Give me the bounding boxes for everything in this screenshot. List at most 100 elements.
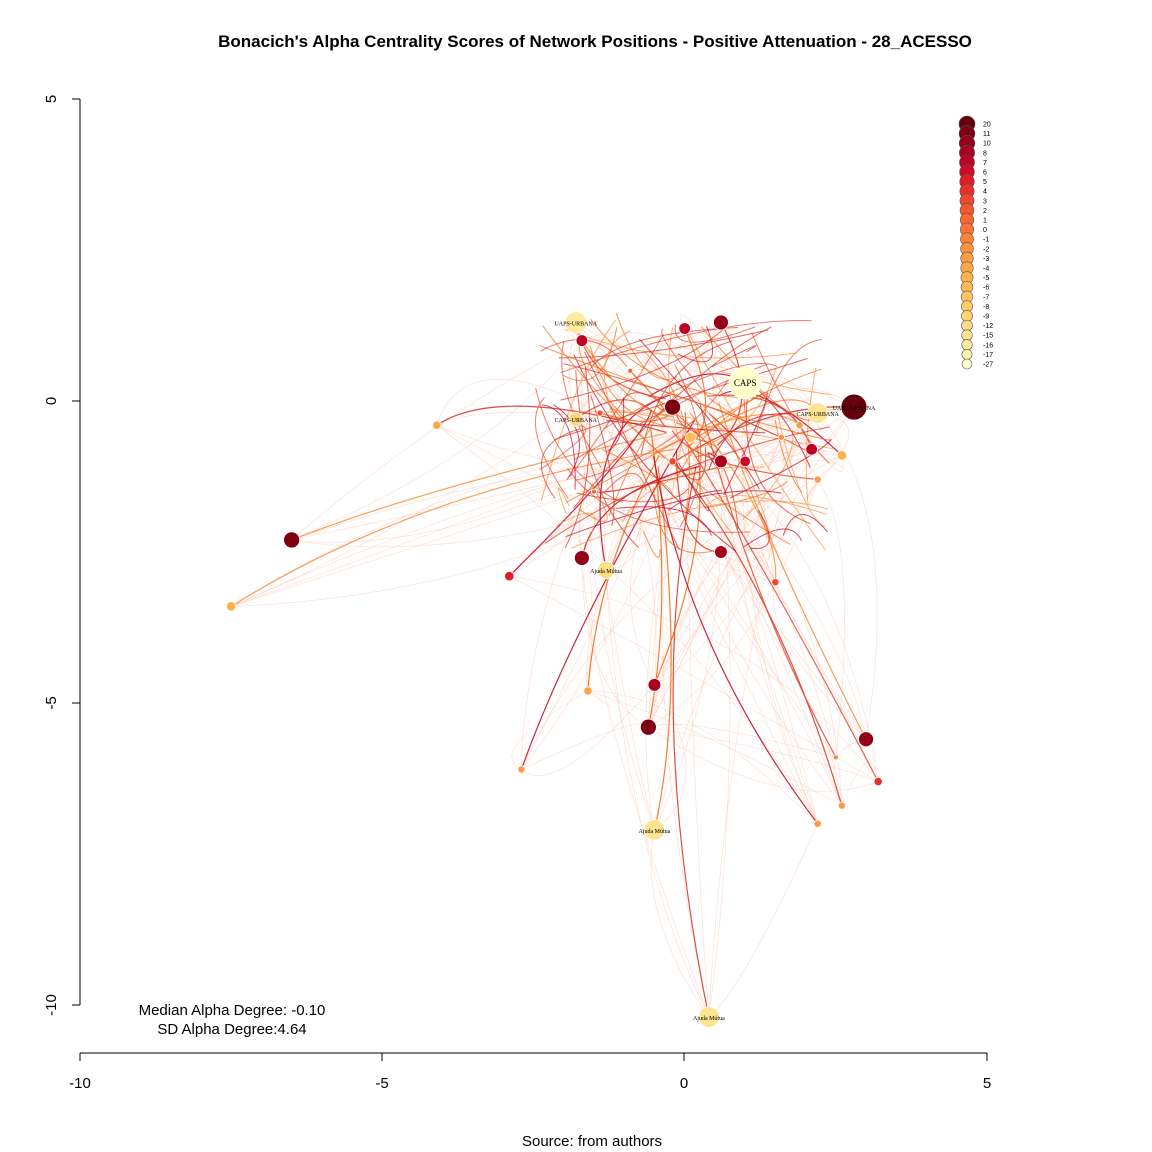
- network-node: [573, 550, 590, 566]
- edge: [606, 420, 766, 434]
- edge: [653, 466, 672, 830]
- edge: [654, 461, 723, 830]
- edge: [689, 412, 777, 583]
- edge: [817, 412, 878, 740]
- source-caption: Source: from authors: [522, 1133, 662, 1150]
- legend: 201110876543210-1-2-3-4-5-6-7-8-9-12-15-…: [958, 115, 993, 370]
- edge: [749, 510, 770, 549]
- edge: [805, 367, 817, 505]
- edge: [654, 449, 812, 686]
- edge: [621, 466, 765, 523]
- network-node: [873, 776, 883, 787]
- edge: [741, 382, 819, 824]
- network-node: [728, 366, 762, 400]
- edge: [534, 397, 569, 500]
- y-tick-label: -5: [43, 696, 60, 709]
- x-axis: -10 -5 0 5: [69, 1052, 991, 1092]
- edge: [668, 327, 734, 535]
- network-node: [685, 431, 697, 443]
- network-node: [714, 545, 728, 559]
- network-node: [777, 433, 785, 441]
- legend-swatch: [961, 348, 973, 360]
- median-annotation: Median Alpha Degree: -0.10: [139, 1002, 326, 1019]
- edge: [586, 406, 673, 691]
- edge: [564, 365, 591, 549]
- edge: [684, 431, 722, 488]
- edge: [745, 389, 811, 525]
- edge: [684, 430, 867, 740]
- edge: [541, 404, 576, 490]
- edge: [677, 325, 714, 363]
- network-node: [575, 334, 589, 347]
- legend-label: -5: [983, 275, 989, 282]
- edge: [700, 326, 814, 422]
- legend-label: 11: [983, 131, 990, 138]
- edge: [640, 340, 733, 455]
- edge: [729, 438, 832, 499]
- edge: [704, 480, 788, 509]
- edge: [593, 466, 720, 493]
- edge: [605, 322, 722, 571]
- y-tick-label: 0: [43, 397, 60, 405]
- network-node: [771, 578, 780, 587]
- edge: [562, 327, 618, 382]
- legend-label: 10: [983, 141, 991, 148]
- edge: [605, 570, 710, 1018]
- network-node: [564, 311, 588, 334]
- network-node: [805, 443, 818, 456]
- edge: [540, 339, 628, 367]
- edge: [578, 484, 608, 522]
- edge: [817, 479, 845, 758]
- edge: [720, 479, 819, 563]
- edge: [436, 424, 812, 476]
- legend-label: -12: [983, 323, 993, 330]
- edge: [648, 479, 818, 728]
- legend-label: -1: [983, 237, 989, 244]
- edge: [436, 424, 818, 824]
- edge: [708, 823, 819, 1018]
- edge: [690, 437, 819, 824]
- edge: [774, 420, 803, 493]
- legend-swatch: [961, 329, 973, 341]
- edge: [799, 424, 844, 472]
- node-label: Ajuda Mútua: [590, 569, 622, 575]
- edge: [587, 690, 612, 708]
- edge: [581, 558, 710, 1018]
- edge: [681, 435, 879, 782]
- edge: [557, 487, 570, 514]
- edge: [677, 322, 722, 432]
- edge: [674, 364, 702, 528]
- edge: [575, 380, 728, 481]
- network-node: [678, 322, 691, 335]
- sd-annotation: SD Alpha Degree:4.64: [157, 1021, 306, 1038]
- edge: [509, 575, 879, 782]
- network-node: [596, 409, 604, 417]
- edge: [521, 684, 655, 776]
- edge: [521, 455, 843, 770]
- edge: [629, 370, 666, 412]
- edge: [565, 490, 782, 538]
- edge: [566, 467, 750, 533]
- edge: [578, 430, 685, 559]
- edge: [576, 488, 689, 503]
- edge: [654, 412, 818, 685]
- edge: [544, 426, 831, 544]
- edge: [521, 370, 631, 770]
- edge: [607, 397, 625, 452]
- legend-label: -15: [983, 333, 993, 340]
- edge: [599, 412, 657, 685]
- edge: [684, 430, 837, 758]
- y-tick-label: 5: [43, 95, 60, 103]
- edge: [675, 368, 821, 482]
- edge: [539, 344, 831, 441]
- edge: [539, 425, 587, 471]
- edge: [690, 436, 718, 458]
- node-label: UAPS-URBANA: [833, 406, 876, 412]
- edge: [575, 418, 843, 806]
- network-node: [713, 314, 729, 331]
- edge: [291, 406, 855, 541]
- legend-label: -8: [983, 304, 989, 311]
- edge: [684, 430, 819, 480]
- edge: [650, 829, 710, 1018]
- legend-swatch: [961, 319, 973, 332]
